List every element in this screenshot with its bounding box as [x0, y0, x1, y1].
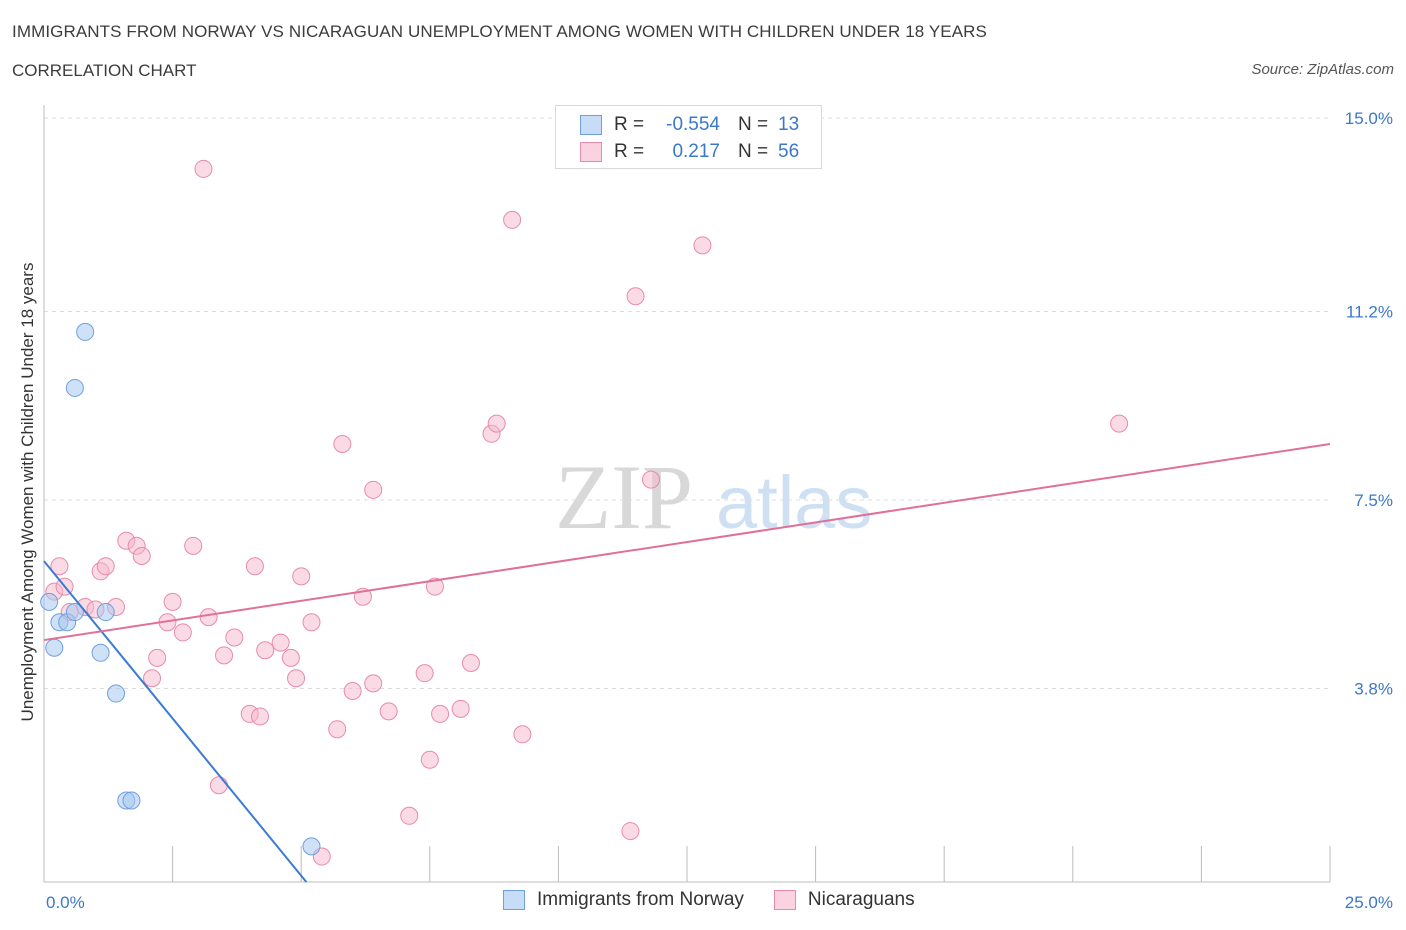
norway-point: [40, 592, 59, 611]
nicaraguan-point: [256, 641, 275, 660]
nicaraguan-point: [487, 414, 506, 433]
nicaraguan-point: [621, 822, 640, 841]
norway-point: [76, 322, 95, 341]
source-label: Source: ZipAtlas.com: [1251, 61, 1394, 78]
nicaraguan-point: [333, 434, 352, 453]
norway-point: [107, 684, 126, 703]
legend-swatch-norway: [580, 115, 602, 135]
nicaraguan-point: [425, 577, 444, 596]
series-swatch-nicaraguans: [773, 890, 796, 910]
y-tick-label: 11.2%: [1346, 303, 1393, 322]
norway-point: [96, 603, 115, 622]
nicaraguan-point: [132, 547, 151, 566]
y-axis-title: Unemployment Among Women with Children U…: [18, 262, 37, 722]
nicaraguan-point: [143, 669, 162, 688]
watermark-zip: ZIP: [555, 446, 693, 548]
nicaraguan-trend-line: [43, 442, 1331, 642]
nicaraguan-point: [251, 707, 270, 726]
chart-subtitle: CORRELATION CHART: [12, 61, 197, 80]
series-legend-nicaraguans: Nicaraguans: [773, 889, 915, 911]
legend-r-value: -0.554: [666, 114, 720, 135]
legend-n-label: N =: [738, 141, 769, 162]
nicaraguan-point: [431, 704, 450, 723]
nicaraguan-point: [328, 720, 347, 739]
nicaraguan-point: [225, 628, 244, 647]
nicaraguan-point: [400, 806, 419, 825]
x-tick-label: 0.0%: [46, 893, 85, 912]
nicaraguan-point: [199, 608, 218, 627]
nicaraguan-point: [245, 557, 264, 576]
legend-r-label: R =: [614, 141, 645, 162]
nicaraguan-point: [50, 557, 69, 576]
y-tick-label: 3.8%: [1354, 679, 1393, 698]
nicaraguan-point: [194, 159, 213, 178]
nicaraguan-point: [693, 236, 712, 255]
nicaraguan-point: [503, 210, 522, 229]
legend-r-value: 0.217: [672, 141, 720, 162]
nicaraguan-point: [641, 470, 660, 489]
legend-swatch-nicaraguans: [580, 142, 602, 162]
chart-title: IMMIGRANTS FROM NORWAY VS NICARAGUAN UNE…: [12, 22, 987, 41]
nicaraguan-point: [302, 613, 321, 632]
nicaraguan-point: [364, 480, 383, 499]
nicaraguan-point: [364, 674, 383, 693]
nicaraguan-point: [209, 776, 228, 795]
nicaraguan-point: [173, 623, 192, 642]
series-legend: Immigrants from Norway Nicaraguans: [503, 889, 945, 911]
nicaraguan-point: [420, 750, 439, 769]
nicaraguan-point: [343, 682, 362, 700]
norway-point: [91, 643, 110, 662]
legend-n-value: 13: [778, 114, 800, 135]
nicaraguan-point: [96, 557, 115, 576]
legend-n-label: N =: [738, 114, 769, 135]
nicaraguan-point: [513, 725, 532, 744]
nicaraguan-point: [292, 567, 311, 586]
y-tick-label: 7.5%: [1354, 491, 1393, 510]
watermark-atlas: atlas: [716, 461, 872, 544]
nicaraguan-point: [281, 648, 300, 667]
series-swatch-norway: [503, 890, 525, 910]
norway-point: [65, 603, 84, 622]
nicaraguan-point: [184, 536, 203, 555]
norway-point: [302, 837, 321, 856]
norway-point: [122, 791, 141, 810]
series-label-nicaraguans: Nicaraguans: [807, 889, 915, 910]
norway-point: [65, 378, 84, 397]
nicaraguan-point: [626, 287, 645, 306]
x-tick-label: 25.0%: [1345, 893, 1393, 912]
norway-trend-line: [43, 560, 308, 883]
correlation-legend: R = -0.554 N = 13 R = 0.217 N = 56: [555, 105, 822, 169]
nicaraguan-point: [271, 633, 290, 652]
nicaraguan-point: [415, 664, 434, 683]
series-label-norway: Immigrants from Norway: [537, 889, 744, 910]
y-tick-label: 15.0%: [1345, 109, 1393, 128]
series-legend-norway: Immigrants from Norway: [503, 889, 744, 911]
nicaraguan-point: [163, 592, 182, 611]
nicaraguan-point: [1110, 414, 1129, 433]
nicaraguan-point: [379, 702, 398, 721]
norway-point: [45, 638, 64, 657]
legend-row-nicaraguans: R = 0.217 N = 56: [580, 139, 799, 165]
nicaraguan-point: [287, 669, 306, 688]
legend-n-value: 56: [778, 141, 800, 162]
legend-r-label: R =: [614, 114, 645, 135]
nicaraguan-point: [451, 699, 470, 718]
nicaraguan-point: [148, 648, 167, 667]
nicaraguan-point: [461, 653, 480, 672]
nicaraguan-point: [215, 646, 234, 665]
legend-row-norway: R = -0.554 N = 13: [580, 112, 799, 138]
